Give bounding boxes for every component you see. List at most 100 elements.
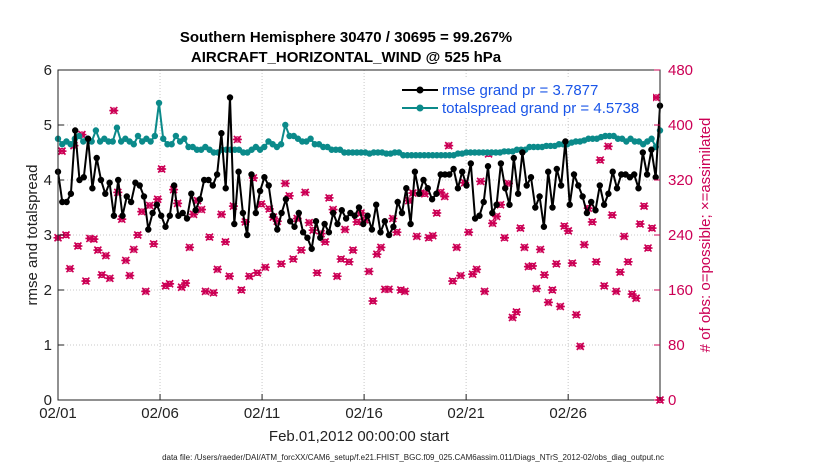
rmse-point bbox=[459, 169, 465, 175]
spread-point bbox=[282, 122, 288, 128]
y-tick-label-right: 400 bbox=[668, 117, 693, 134]
rmse-point bbox=[343, 215, 349, 221]
rmse-point bbox=[162, 224, 168, 230]
rmse-point bbox=[416, 191, 422, 197]
rmse-point bbox=[433, 191, 439, 197]
rmse-point bbox=[575, 182, 581, 188]
rmse-point bbox=[248, 171, 254, 177]
rmse-point bbox=[519, 149, 525, 155]
rmse-point bbox=[356, 204, 362, 210]
rmse-point bbox=[536, 193, 542, 199]
rmse-point bbox=[184, 215, 190, 221]
rmse-point bbox=[330, 210, 336, 216]
rmse-point bbox=[352, 213, 358, 219]
rmse-point bbox=[304, 235, 310, 241]
rmse-point bbox=[149, 210, 155, 216]
rmse-point bbox=[68, 191, 74, 197]
spread-point bbox=[160, 136, 166, 142]
rmse-point bbox=[85, 136, 91, 142]
data-file-footnote: data file: /Users/raeder/DAI/ATM_forcXX/… bbox=[162, 453, 664, 462]
rmse-point bbox=[532, 204, 538, 210]
y-tick-label-right: 320 bbox=[668, 172, 693, 189]
series-layer bbox=[54, 94, 665, 404]
rmse-point bbox=[446, 171, 452, 177]
rmse-point bbox=[592, 207, 598, 213]
y-tick-label-right: 480 bbox=[668, 62, 693, 79]
chart: Southern Hemisphere 30470 / 30695 = 99.2… bbox=[0, 0, 830, 470]
rmse-point bbox=[635, 185, 641, 191]
rmse-point bbox=[231, 221, 237, 227]
rmse-point bbox=[502, 185, 508, 191]
y-tick-label-left: 3 bbox=[44, 227, 52, 244]
rmse-point bbox=[154, 202, 160, 208]
spread-point bbox=[114, 125, 120, 131]
rmse-point bbox=[579, 193, 585, 199]
y-tick-label-right: 80 bbox=[668, 337, 685, 354]
rmse-point bbox=[455, 185, 461, 191]
rmse-point bbox=[567, 202, 573, 208]
legend-spread-label: totalspread grand pr = 4.5738 bbox=[442, 100, 639, 117]
rmse-point bbox=[364, 213, 370, 219]
x-tick-label: 02/21 bbox=[447, 405, 485, 422]
rmse-point bbox=[167, 213, 173, 219]
y-tick-label-right: 160 bbox=[668, 282, 693, 299]
rmse-point bbox=[227, 94, 233, 100]
rmse-point bbox=[369, 226, 375, 232]
y-tick-label-right: 0 bbox=[668, 392, 676, 409]
y-axis-label-left: rmse and totalspread bbox=[24, 165, 41, 306]
rmse-point bbox=[89, 185, 95, 191]
rmse-point bbox=[106, 180, 112, 186]
rmse-point bbox=[313, 218, 319, 224]
y-tick-label-left: 6 bbox=[44, 62, 52, 79]
rmse-point bbox=[137, 182, 143, 188]
rmse-point bbox=[158, 213, 164, 219]
rmse-point bbox=[235, 169, 241, 175]
rmse-point bbox=[321, 221, 327, 227]
rmse-point bbox=[429, 196, 435, 202]
rmse-point bbox=[528, 174, 534, 180]
rmse-point bbox=[571, 171, 577, 177]
chart-title-line2: AIRCRAFT_HORIZONTAL_WIND @ 525 hPa bbox=[191, 49, 502, 66]
rmse-point bbox=[515, 191, 521, 197]
spread-point bbox=[278, 141, 284, 147]
legend-rmse-label: rmse grand pr = 3.7877 bbox=[442, 82, 598, 99]
y-axis-label-right: # of obs: o=possible; ×=assimilated bbox=[697, 118, 714, 353]
rmse-point bbox=[145, 226, 151, 232]
rmse-point bbox=[562, 138, 568, 144]
rmse-point bbox=[601, 202, 607, 208]
rmse-point bbox=[218, 130, 224, 136]
rmse-point bbox=[605, 191, 611, 197]
spread-point bbox=[168, 141, 174, 147]
rmse-point bbox=[141, 193, 147, 199]
rmse-point bbox=[653, 174, 659, 180]
rmse-point bbox=[360, 221, 366, 227]
y-tick-label-left: 5 bbox=[44, 117, 52, 134]
rmse-point bbox=[524, 182, 530, 188]
spread-point bbox=[110, 138, 116, 144]
rmse-point bbox=[266, 182, 272, 188]
rmse-point bbox=[541, 224, 547, 230]
y-tick-label-left: 1 bbox=[44, 337, 52, 354]
rmse-point bbox=[326, 229, 332, 235]
rmse-point bbox=[214, 171, 220, 177]
spread-point bbox=[173, 133, 179, 139]
rmse-point bbox=[291, 224, 297, 230]
rmse-point bbox=[244, 232, 250, 238]
rmse-point bbox=[584, 210, 590, 216]
rmse-point bbox=[180, 210, 186, 216]
rmse-point bbox=[511, 155, 517, 161]
rmse-point bbox=[395, 199, 401, 205]
rmse-point bbox=[283, 196, 289, 202]
rmse-point bbox=[644, 171, 650, 177]
spread-point bbox=[93, 127, 99, 133]
rmse-point bbox=[597, 182, 603, 188]
rmse-point bbox=[205, 177, 211, 183]
rmse-point bbox=[309, 246, 315, 252]
rmse-point bbox=[468, 160, 474, 166]
rmse-point bbox=[296, 210, 302, 216]
rmse-point bbox=[412, 169, 418, 175]
y-tick-label-left: 4 bbox=[44, 172, 52, 189]
rmse-point bbox=[476, 213, 482, 219]
rmse-point bbox=[240, 210, 246, 216]
rmse-point bbox=[317, 235, 323, 241]
